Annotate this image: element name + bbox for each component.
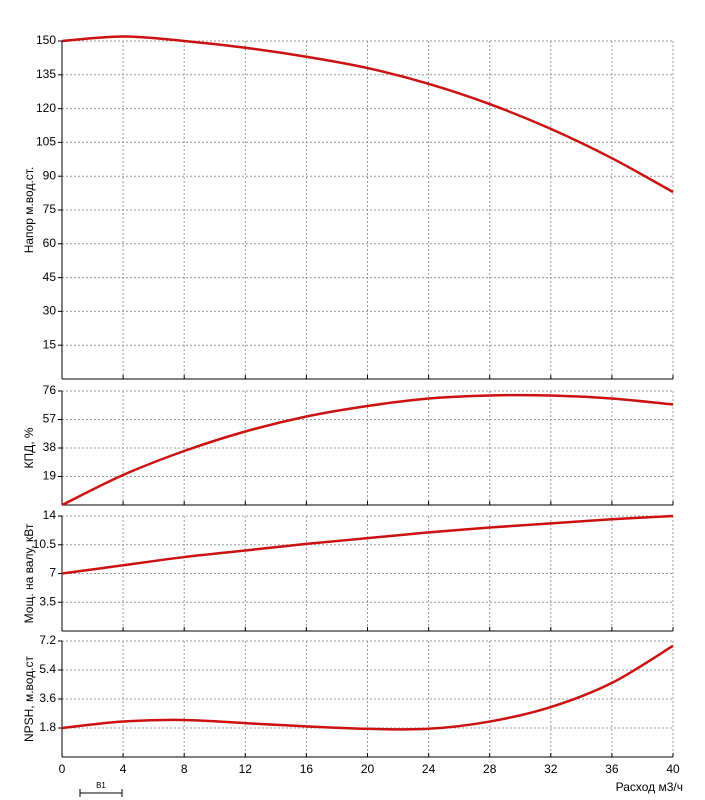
y-tick-label: 7.2: [39, 633, 56, 647]
x-tick-label: 28: [483, 762, 497, 776]
data-line: [61, 644, 674, 731]
x-tick-label: 8: [181, 762, 188, 776]
y-tick-label: 7: [49, 566, 56, 580]
y-tick-label: 5.4: [39, 662, 56, 676]
y-tick-label: 15: [43, 337, 57, 351]
y-tick-label: 90: [43, 168, 57, 182]
y-tick-label: 30: [43, 304, 57, 318]
x-tick-label: 40: [666, 762, 680, 776]
y-axis-label: NPSH, м.вод.ст: [22, 655, 36, 742]
y-tick-label: 60: [43, 236, 57, 250]
y-tick-label: 135: [36, 67, 56, 81]
data-line: [61, 393, 674, 507]
y-tick-label: 38: [43, 440, 57, 454]
y-tick-label: 10.5: [33, 537, 57, 551]
y-tick-label: 3.6: [39, 691, 56, 705]
marker-label: B1: [96, 781, 106, 790]
y-axis-label: Напор м.вод.ст.: [22, 167, 36, 254]
y-tick-label: 75: [43, 202, 57, 216]
x-tick-label: 20: [361, 762, 375, 776]
x-tick-label: 32: [544, 762, 558, 776]
x-tick-label: 24: [422, 762, 436, 776]
y-tick-label: 150: [36, 33, 56, 47]
y-tick-label: 105: [36, 135, 56, 149]
x-tick-label: 0: [59, 762, 66, 776]
y-tick-label: 120: [36, 101, 56, 115]
y-tick-label: 14: [43, 508, 57, 522]
x-tick-label: 36: [605, 762, 619, 776]
y-axis-label: Мощ. на валу, кВт: [22, 523, 36, 623]
data-line: [61, 514, 674, 575]
x-tick-label: 12: [239, 762, 253, 776]
y-tick-label: 57: [43, 412, 57, 426]
x-axis-label: Расход м3/ч: [616, 780, 683, 794]
y-tick-label: 19: [43, 469, 57, 483]
x-tick-label: 4: [120, 762, 127, 776]
x-tick-label: 16: [300, 762, 314, 776]
y-tick-label: 3.5: [39, 594, 56, 608]
y-tick-label: 1.8: [39, 720, 56, 734]
y-axis-label: КПД, %: [22, 427, 36, 468]
y-tick-label: 76: [43, 383, 57, 397]
y-tick-label: 45: [43, 270, 57, 284]
data-line: [61, 35, 674, 194]
